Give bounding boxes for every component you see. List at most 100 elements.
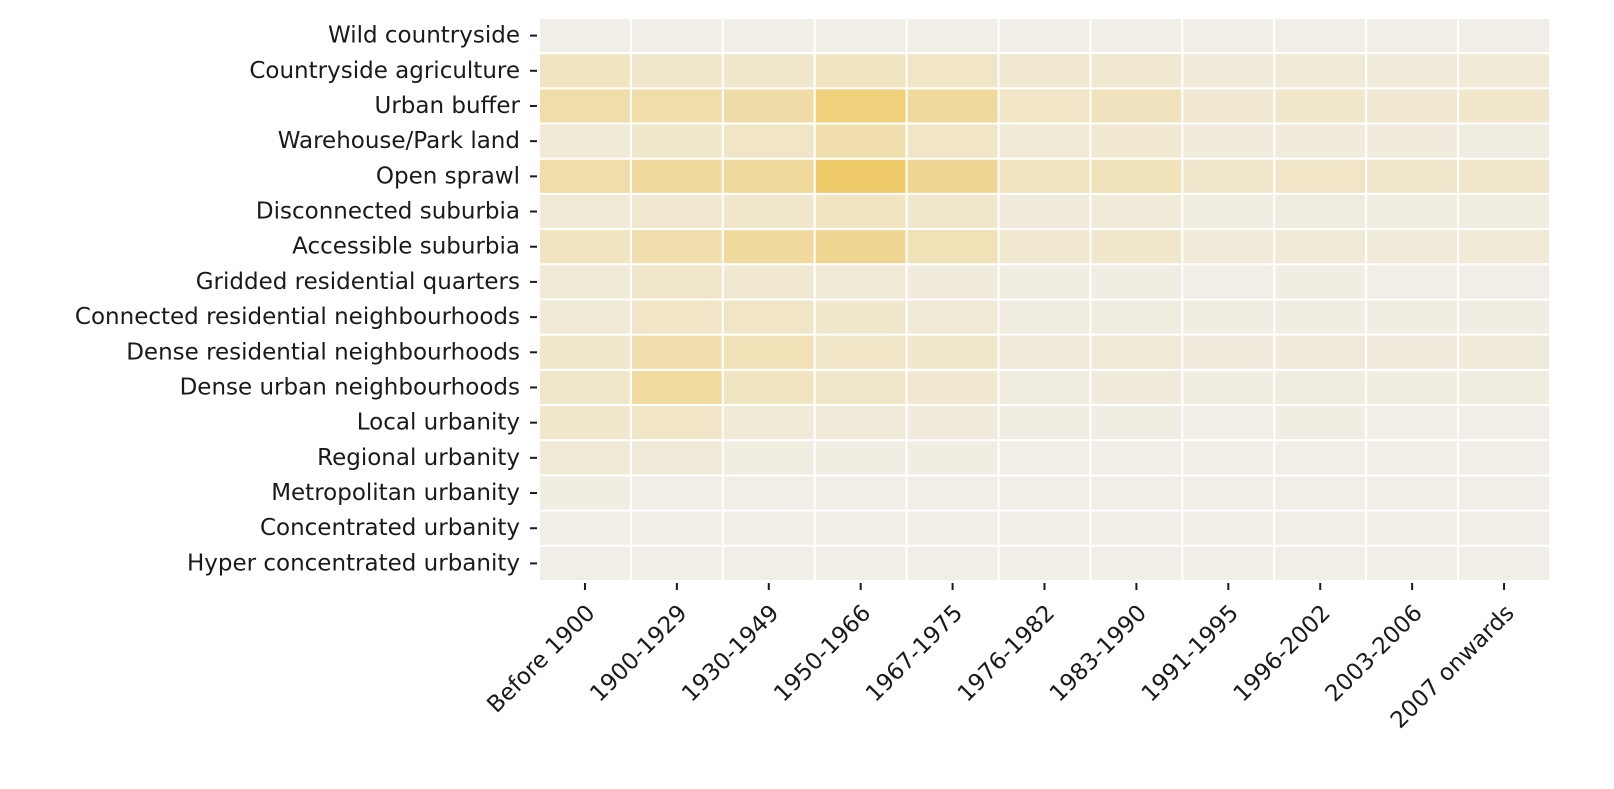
heatmap-cell — [538, 439, 632, 477]
heatmap-cell — [905, 52, 1000, 90]
heatmap-cell — [1365, 474, 1460, 512]
heatmap-cell — [1457, 544, 1552, 582]
heatmap-cell — [1089, 333, 1184, 371]
y-tick-label-gridded-residential-quarters: Gridded residential quarters — [196, 269, 520, 295]
heatmap-cell — [905, 192, 1000, 231]
heatmap-cell — [1273, 439, 1368, 477]
heatmap-cell — [1365, 368, 1460, 407]
heatmap-cell — [1273, 509, 1368, 547]
x-tick-label-1991-1995: 1991-1995 — [1137, 600, 1244, 707]
heatmap-cell — [905, 509, 1000, 547]
heatmap-cell — [1181, 404, 1276, 442]
heatmap-cell — [813, 333, 908, 371]
heatmap-cell — [905, 544, 1000, 582]
heatmap-cell — [629, 474, 724, 512]
x-tick-label-1983-1990: 1983-1990 — [1045, 600, 1152, 707]
x-tick-label-1976-1982: 1976-1982 — [953, 600, 1060, 707]
heatmap-cell — [1089, 228, 1184, 266]
heatmap-cell — [538, 509, 632, 547]
heatmap-cell — [1273, 474, 1368, 512]
heatmap-cell — [721, 474, 816, 512]
heatmap-cell — [1457, 404, 1552, 442]
heatmap-cell — [721, 368, 816, 407]
y-tick-label-urban-buffer: Urban buffer — [374, 93, 520, 119]
heatmap-cell — [538, 474, 632, 512]
heatmap-cell — [721, 122, 816, 160]
heatmap-cell — [813, 87, 908, 125]
heatmap-cell — [813, 404, 908, 442]
x-tick-label-1930-1949: 1930-1949 — [677, 600, 784, 707]
heatmap-cell — [721, 439, 816, 477]
heatmap-cell — [997, 122, 1092, 160]
heatmap-cell — [813, 17, 908, 55]
heatmap-cell — [721, 17, 816, 55]
heatmap-cell — [1181, 474, 1276, 512]
heatmap-cell — [997, 544, 1092, 582]
heatmap-cell — [1273, 544, 1368, 582]
heatmap-cell — [1273, 17, 1368, 55]
heatmap-cell — [1457, 333, 1552, 371]
x-tick-label-1967-1975: 1967-1975 — [861, 600, 968, 707]
heatmap-cell — [1089, 368, 1184, 407]
heatmap-cell — [629, 17, 724, 55]
y-tick-label-disconnected-suburbia: Disconnected suburbia — [256, 199, 520, 225]
heatmap-cell — [538, 157, 632, 195]
heatmap-cell — [1089, 122, 1184, 160]
heatmap-cell — [997, 157, 1092, 195]
heatmap-cell — [538, 87, 632, 125]
heatmap-cell — [538, 122, 632, 160]
heatmap-cell — [629, 52, 724, 90]
heatmap-cell — [538, 228, 632, 266]
heatmap-cell — [1457, 17, 1552, 55]
heatmap-cell — [1089, 52, 1184, 90]
heatmap-cell — [1365, 439, 1460, 477]
heatmap-cell — [813, 474, 908, 512]
heatmap-cell — [721, 228, 816, 266]
heatmap-cell — [721, 52, 816, 90]
heatmap-cell — [1089, 544, 1184, 582]
heatmap-cell — [629, 192, 724, 231]
heatmap-cell — [629, 404, 724, 442]
heatmap-cell — [1089, 298, 1184, 336]
heatmap-cell — [1273, 192, 1368, 231]
heatmap-cell — [629, 298, 724, 336]
heatmap-cell — [1457, 122, 1552, 160]
heatmap-cell — [538, 52, 632, 90]
heatmap-cell — [1365, 157, 1460, 195]
heatmap-cell — [1273, 298, 1368, 336]
heatmap-cell — [1181, 87, 1276, 125]
x-tick-label-before-1900: Before 1900 — [482, 600, 600, 718]
heatmap-cell — [813, 298, 908, 336]
heatmap-cell — [629, 439, 724, 477]
heatmap-cell — [538, 298, 632, 336]
heatmap-cell — [997, 87, 1092, 125]
heatmap-cell — [721, 333, 816, 371]
heatmap-cell — [1181, 333, 1276, 371]
heatmap-cell — [905, 87, 1000, 125]
heatmap-cell — [1457, 87, 1552, 125]
heatmap-cell — [1273, 333, 1368, 371]
heatmap-cell — [905, 298, 1000, 336]
x-tick-label-1950-1966: 1950-1966 — [769, 600, 876, 707]
heatmap-cell — [997, 263, 1092, 301]
heatmap-cell — [721, 87, 816, 125]
heatmap-cell — [1365, 404, 1460, 442]
heatmap-cell — [813, 228, 908, 266]
heatmap-cell — [1457, 157, 1552, 195]
y-tick-label-concentrated-urbanity: Concentrated urbanity — [260, 515, 520, 541]
heatmap-cell — [538, 333, 632, 371]
heatmap-cell — [1089, 439, 1184, 477]
heatmap-cell — [629, 228, 724, 266]
heatmap-cell — [905, 333, 1000, 371]
heatmap-cell — [997, 474, 1092, 512]
y-tick-label-countryside-agriculture: Countryside agriculture — [249, 58, 520, 84]
y-tick-label-hyper-concentrated-urbanity: Hyper concentrated urbanity — [187, 550, 520, 576]
heatmap-cell — [905, 474, 1000, 512]
x-tick-label-1996-2002: 1996-2002 — [1229, 600, 1336, 707]
y-tick-label-dense-residential-neighbourhoods: Dense residential neighbourhoods — [126, 339, 520, 365]
heatmap-cell — [1181, 17, 1276, 55]
heatmap-cell — [1365, 52, 1460, 90]
heatmap-cell — [538, 263, 632, 301]
y-tick-label-regional-urbanity: Regional urbanity — [317, 445, 520, 471]
heatmap-cell — [1365, 333, 1460, 371]
